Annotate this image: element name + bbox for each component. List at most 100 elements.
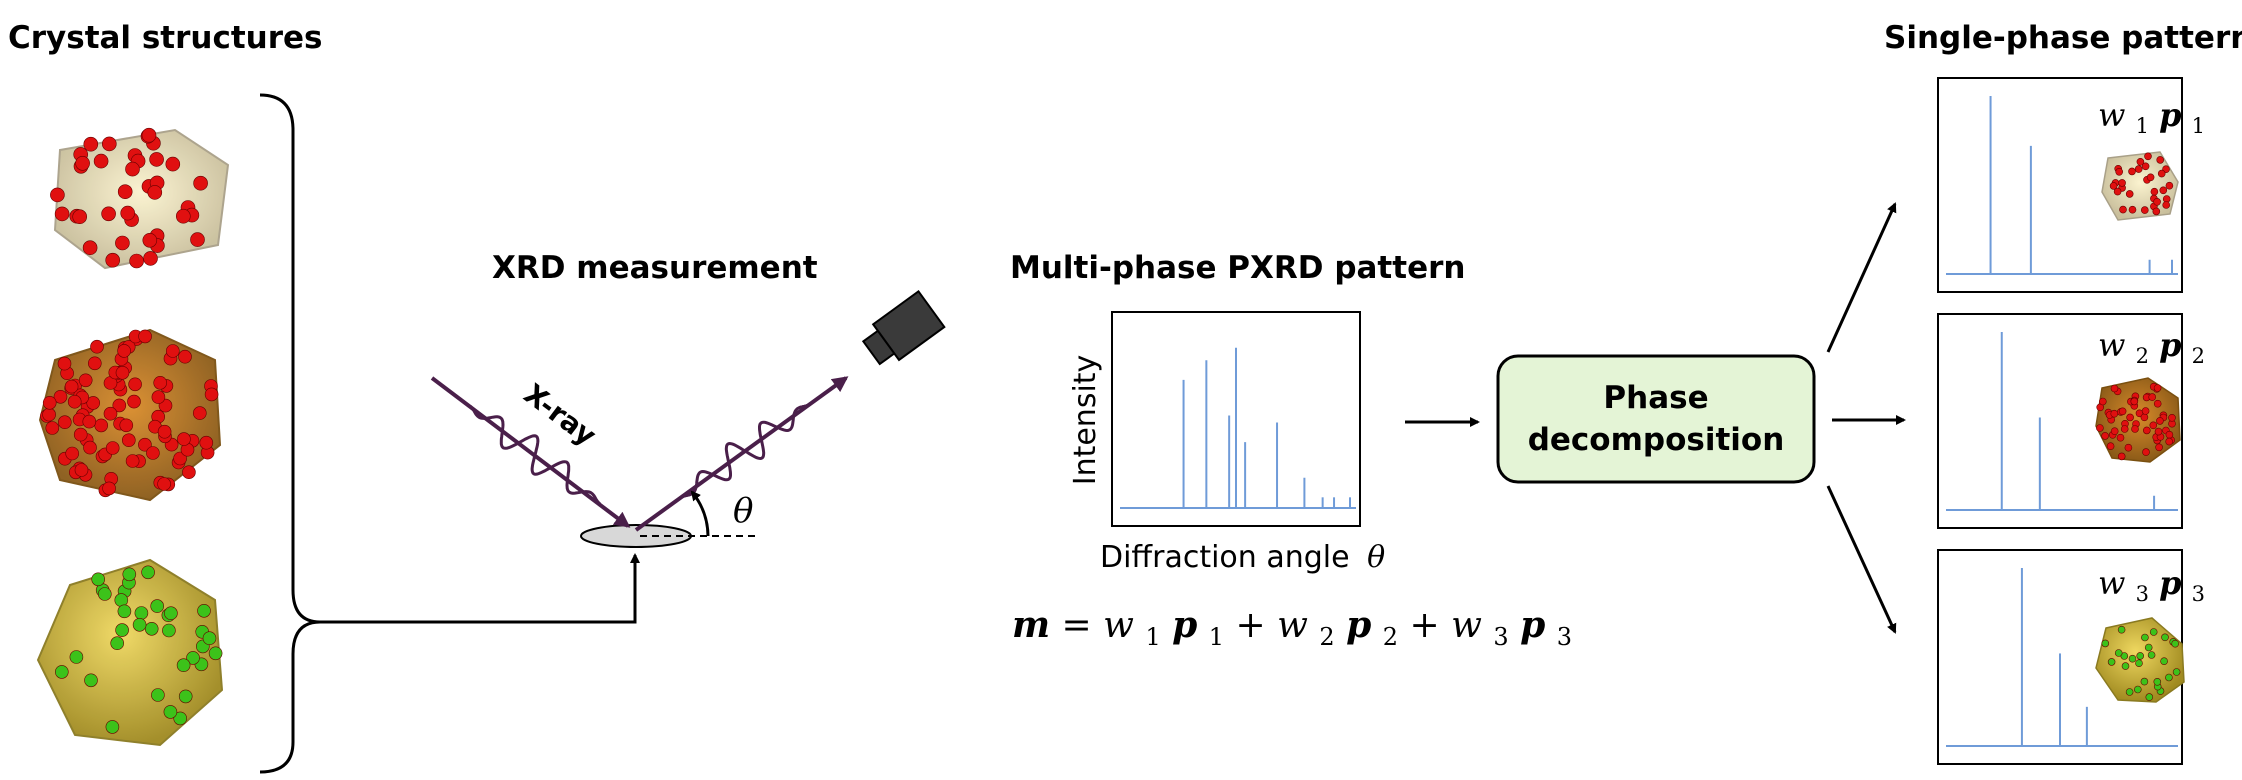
crystal-1-atom [72,209,87,224]
crystal-2-atom [53,389,68,404]
panel-3-atom [2140,677,2149,686]
panel-2-atom [2110,384,2119,393]
panel-2-atom [2141,407,2150,415]
panel-3-atom [2161,633,2169,642]
panel-3-atom [2144,643,2153,652]
panel-3-atom [2121,662,2130,670]
multi-phase-title: Multi-phase PXRD pattern [1010,250,1465,286]
crystal-1-atom [75,156,90,171]
panel-3-atom [2141,633,2149,642]
single-phase-peaks-3 [1946,568,2178,747]
crystal-2-atom [90,339,104,354]
crystal-structures-title: Crystal structures [8,20,323,56]
crystal-2-atom [199,435,214,450]
crystal-2-atom [117,344,131,358]
crystal-2-atom [157,424,172,439]
crystal-2-atom [128,377,142,392]
crystal-2-atom [182,465,196,480]
crystal-2-atom [112,398,127,413]
panel-3-atom [2135,659,2143,668]
panel-2-atom [2099,397,2107,406]
panel-2-atom [2153,384,2162,392]
crystal-1-atom [147,185,163,200]
crystal-3-atom [105,720,120,734]
single-phase-panel-3: w 3 p 3 [1937,549,2205,765]
crystal-2-atom [103,406,118,421]
panel-2-atom [2165,437,2173,446]
crystal-1-atom [142,233,158,248]
panel-1-atom [2153,198,2161,206]
crystal-3-atom [197,603,211,618]
crystal-3-atom [91,572,105,587]
crystal-1-atom [129,253,144,269]
crystal-2-atom [125,454,140,468]
crystal-1-atom [193,175,208,191]
crystal-2-atom [65,446,79,461]
panel-3-atom [2149,628,2158,636]
panel-2-atom [2165,430,2174,439]
curly-brace [259,93,321,774]
panel-2-atom [2116,433,2125,442]
crystal-2-atom [138,329,152,344]
crystal-2-atom [105,441,120,455]
crystal-3-atom [110,636,124,651]
crystal-3-atom [114,593,129,607]
crystal-2-atom [83,440,97,455]
panel-2-atom [2110,427,2119,436]
crystal-2-atom [157,477,171,491]
panel-2-atom [2117,452,2126,461]
crystal-1-atom [165,156,181,172]
crystal-2-atom [102,481,116,496]
panel-2-atom [2153,399,2162,408]
detector-icon [861,290,946,366]
mixture-equation: m = w 1 p 1 + w 2 p 2 + w 3 p 3 [1012,604,1572,654]
panel-1-atom [2144,152,2152,161]
single-phase-peaks-1 [1946,96,2178,275]
panel-label-2: w 2 p 2 [2098,326,2205,371]
crystal-2-atom [119,418,134,433]
crystal-2-atom [178,349,192,364]
panel-3-atom [2171,639,2179,648]
crystal-1-atom [143,251,158,266]
crystal-3-atom [117,604,132,619]
panel-1-atom [2152,207,2161,216]
crystal-3-atom [163,705,178,719]
crystal-2-atom [78,373,93,388]
crystal-3-atom [164,606,178,621]
crystal-3-atom [208,646,223,661]
crystal-2-atom [45,421,60,435]
phase-decomposition-label-1: Phase [1603,380,1708,416]
panel-1-atom [2159,186,2168,195]
theta-angle-arc [690,490,710,537]
single-phase-panel-1: w 1 p 1 [1937,77,2205,293]
crystal-3-atom [151,688,165,702]
panel-2-atom [2142,448,2150,456]
crystal-2-atom [94,418,108,433]
diffracted-beam [634,376,849,532]
crystal-2-atom [177,432,191,446]
panel-2-atom [2149,421,2158,430]
crystal-structure-1 [50,127,230,270]
crystal-2-atom [122,433,136,448]
crystal-3-atom [202,631,217,646]
panel-2-atom [2140,413,2149,422]
crystal-2-atom [127,394,141,409]
crystal-1-atom [125,161,140,177]
multi-phase-peaks [1120,347,1356,509]
crystal-1-atom [102,136,117,152]
crystal-1-atom [115,235,130,251]
panel-3-atom [2128,654,2137,663]
panel-3-atom [2153,677,2162,686]
crystal-2-atom [57,356,72,371]
xrd-setup: θ X-ray [430,290,946,548]
panel-1-atom [2141,206,2149,214]
panel-1-atom [2115,168,2123,176]
crystal-1-atom [190,232,205,247]
phase-decomposition-box [1496,354,1816,484]
crystal-3-atom [132,617,147,632]
panel-1-atom [2109,182,2118,190]
panel-crystal-3 [2095,617,2185,703]
panel-1-atom [2125,190,2134,198]
xray-label: X-ray [518,377,603,452]
